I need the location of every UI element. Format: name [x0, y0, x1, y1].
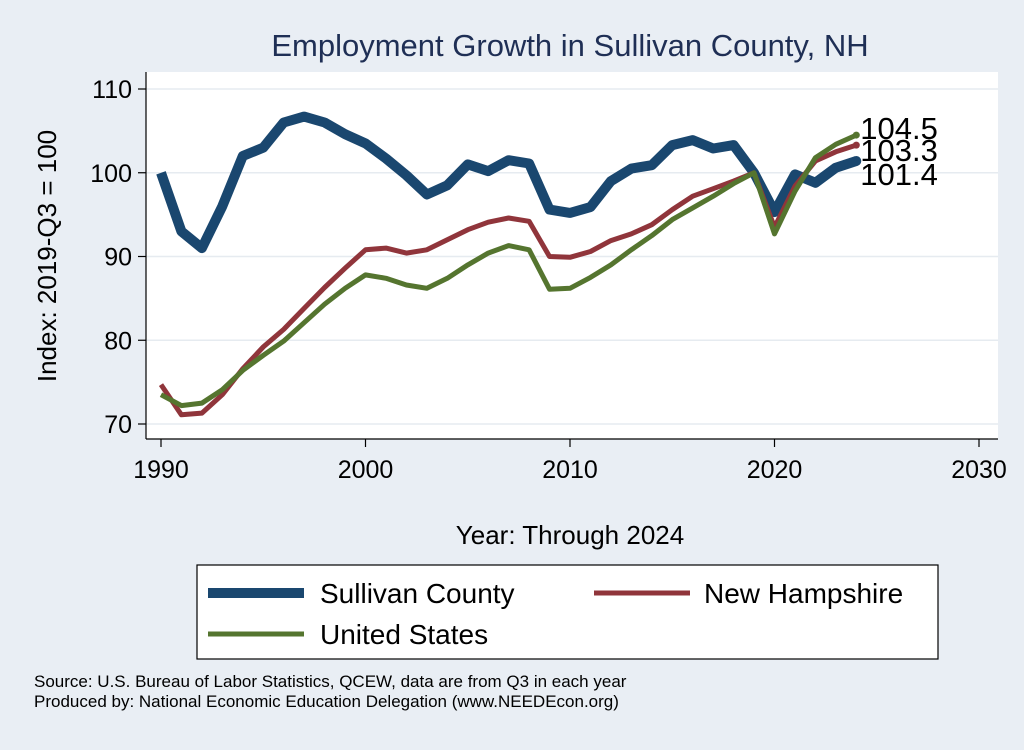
y-tick-label: 100	[90, 160, 132, 188]
y-tick-label: 80	[104, 327, 132, 355]
end-point	[851, 156, 862, 167]
x-tick-label: 2020	[747, 456, 803, 484]
x-tick-label: 1990	[133, 456, 189, 484]
y-tick-label: 90	[104, 244, 132, 272]
x-tick-label: 2010	[542, 456, 598, 484]
chart-title: Employment Growth in Sullivan County, NH	[271, 28, 868, 63]
legend-box	[196, 564, 939, 660]
x-tick-label: 2000	[338, 456, 394, 484]
y-tick-label: 70	[104, 411, 132, 439]
end-point	[852, 141, 860, 149]
end-value-label: 104.5	[860, 111, 938, 146]
y-axis-label: Index: 2019-Q3 = 100	[32, 130, 62, 382]
legend: Sullivan County New Hampshire United State…	[196, 564, 939, 660]
legend-label: New Hampshire	[704, 578, 903, 609]
series-line-2	[159, 132, 858, 409]
producer-note: Produced by: National Economic Education…	[34, 692, 619, 711]
source-note: Source: U.S. Bureau of Labor Statistics,…	[34, 672, 627, 691]
end-point	[852, 131, 860, 139]
legend-label: Sullivan County	[320, 578, 515, 609]
end-value-label: 101.4	[860, 157, 938, 192]
legend-label: United States	[320, 619, 488, 650]
x-axis-label: Year: Through 2024	[456, 520, 684, 550]
y-tick-label: 110	[92, 76, 132, 104]
x-tick-label: 2030	[951, 456, 1007, 484]
end-value-label: 103.3	[860, 133, 938, 168]
series-line-0	[156, 111, 858, 254]
